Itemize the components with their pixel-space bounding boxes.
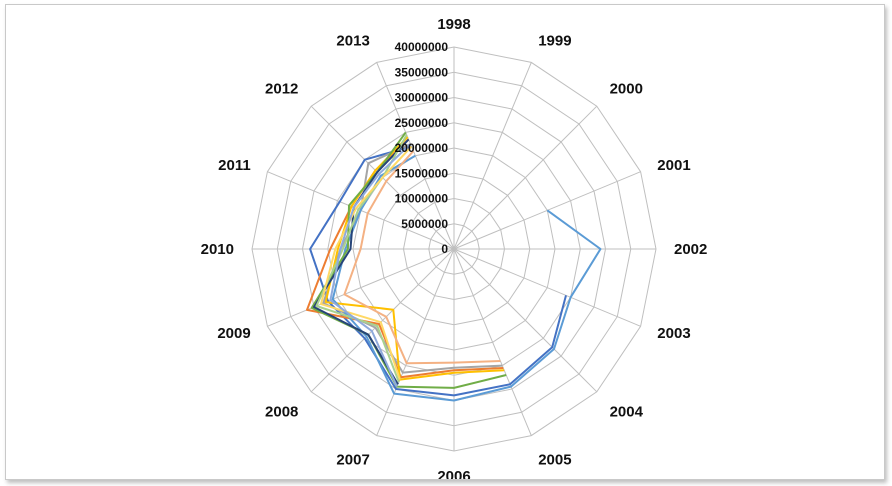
series-line-7 [313, 138, 410, 385]
category-label-2012: 2012 [265, 80, 298, 97]
radial-tick-label: 20000000 [395, 141, 449, 155]
radial-tick-labels: 0 5000000 10000000 15000000 20000000 25000000… [395, 40, 449, 256]
grid-spoke [453, 105, 598, 250]
grid-spoke [453, 248, 598, 393]
series-line-11 [329, 143, 412, 388]
radial-tick-label: 40000000 [395, 40, 449, 54]
radial-tick-label: 0 [441, 242, 448, 256]
radial-tick-label: 30000000 [395, 91, 449, 105]
grid-spoke [376, 62, 455, 250]
category-label-2000: 2000 [610, 80, 643, 97]
grid-spoke [453, 62, 532, 250]
grid-spoke [267, 248, 455, 327]
series-line-8 [343, 150, 501, 365]
radial-tick-label: 15000000 [395, 166, 449, 180]
category-label-1998: 1998 [437, 16, 470, 33]
category-label-2010: 2010 [201, 241, 234, 258]
series-line-1 [309, 145, 567, 397]
category-label-2006: 2006 [437, 468, 470, 479]
grid-spoke [310, 248, 455, 393]
category-label-2005: 2005 [538, 451, 571, 468]
category-label-2013: 2013 [336, 33, 369, 50]
category-label-2002: 2002 [674, 241, 707, 258]
grid-spoke [376, 248, 455, 436]
radial-tick-label: 25000000 [395, 116, 449, 130]
category-label-2001: 2001 [657, 157, 690, 174]
radial-tick-label: 10000000 [395, 192, 449, 206]
category-label-2004: 2004 [610, 404, 644, 421]
category-label-2003: 2003 [657, 325, 690, 342]
series-line-6 [310, 131, 507, 389]
category-label-1999: 1999 [538, 33, 571, 50]
category-label-2009: 2009 [217, 325, 250, 342]
category-label-2011: 2011 [218, 157, 251, 174]
category-label-2008: 2008 [265, 404, 298, 421]
radar-chart: 0 5000000 10000000 15000000 20000000 25000000… [201, 16, 708, 479]
chart-area: 0 5000000 10000000 15000000 20000000 25000000… [5, 4, 885, 480]
series-line-10 [320, 145, 413, 380]
grid-spoke [453, 248, 641, 327]
series-line-5 [331, 154, 602, 402]
series-lines [306, 131, 602, 402]
category-labels: 1998 1999 2000 2001 2002 2003 2004 2005 2006 2007… [201, 16, 708, 479]
radial-tick-label: 5000000 [401, 217, 448, 231]
category-label-2007: 2007 [336, 451, 369, 468]
series-line-3 [322, 143, 503, 374]
radar-grid [251, 46, 657, 452]
grid-spoke [453, 248, 532, 436]
radial-tick-label: 35000000 [395, 65, 449, 79]
